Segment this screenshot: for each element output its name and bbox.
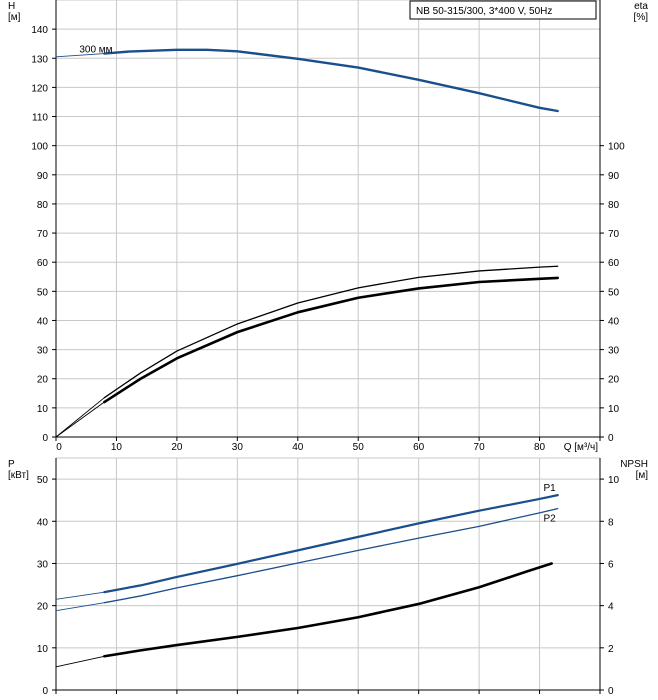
series-eta-thick [55,276,559,438]
y-right-tick-label: 2 [608,644,614,655]
y-right-tick-label: 100 [608,142,625,153]
y-left-axis-title: [м] [8,12,21,23]
y-right-axis-title: [%] [634,12,649,23]
y-left-tick-label: 120 [31,83,48,94]
series-P1: P1 [55,483,559,600]
y-right-tick-label: 40 [608,316,620,327]
y-right-tick-label: 4 [608,602,614,613]
y-left-tick-label: 20 [37,375,49,386]
series-eta-thin [55,265,559,438]
x-tick-label: 50 [353,442,365,453]
y-right-axis-title: eta [634,1,648,12]
series-head [55,48,559,113]
y-left-tick-label: 10 [37,644,49,655]
y-left-tick-label: 100 [31,142,48,153]
y-left-tick-label: 20 [37,602,49,613]
x-axis-label: Q [м³/ч] [564,442,599,453]
y-right-tick-label: 60 [608,258,620,269]
y-left-tick-label: 90 [37,171,49,182]
y-right-tick-label: 10 [608,475,620,486]
series-head-line [103,48,559,113]
y-left-tick-label: 40 [37,316,49,327]
series-eta-thick-line [103,276,559,404]
y-right-tick-label: 50 [608,287,620,298]
y-left-tick-label: 0 [42,686,48,697]
series-P1-extension [55,591,105,600]
series-label-P1: P1 [543,483,556,494]
y-right-tick-label: 80 [608,200,620,211]
y-right-tick-label: 6 [608,559,614,570]
y-right-tick-label: 30 [608,346,620,357]
head-efficiency-panel: 0102030405060708090100110120130140010203… [8,0,648,453]
series-P1-line [103,494,559,594]
x-tick-label: 0 [56,442,62,453]
series-head-extension [55,53,105,58]
chart-title: NB 50-315/300, 3*400 V, 50Hz [416,6,552,17]
x-tick-label: 30 [232,442,244,453]
y-left-axis-title: [кВт] [8,470,29,481]
y-left-axis-title: P [8,459,15,470]
y-left-tick-label: 110 [32,113,48,124]
chart-title-box: NB 50-315/300, 3*400 V, 50Hz [409,0,597,20]
y-left-tick-label: 30 [37,346,49,357]
series-eta-thin-line [103,265,559,399]
y-left-tick-label: 40 [37,517,49,528]
x-tick-label: 40 [292,442,304,453]
series-P2-extension [55,602,105,612]
y-left-tick-label: 50 [37,475,49,486]
y-left-tick-label: 80 [37,200,49,211]
y-right-tick-label: 8 [608,517,614,528]
x-tick-label: 70 [474,442,486,453]
x-tick-label: 60 [413,442,425,453]
series-eta-thick-extension [55,401,105,438]
y-right-tick-label: 0 [608,686,614,697]
grid [55,0,601,438]
y-left-tick-label: 60 [37,258,49,269]
y-right-tick-label: 90 [608,171,620,182]
y-right-axis-title: NPSH [620,459,648,470]
y-left-tick-label: 30 [37,559,49,570]
series-npsh-line [103,562,553,658]
x-tick-label: 10 [111,442,123,453]
series-eta-thin-extension [55,397,105,438]
series-label-P2: P2 [543,514,556,525]
series-npsh [55,562,553,668]
y-right-axis-title: [м] [636,470,649,481]
y-right-tick-label: 0 [608,433,614,444]
series-npsh-extension [55,655,105,668]
y-left-tick-label: 140 [31,25,48,36]
y-left-tick-label: 70 [37,229,49,240]
y-left-tick-label: 50 [37,287,49,298]
y-left-tick-label: 10 [37,404,49,415]
y-right-tick-label: 20 [608,375,620,386]
y-left-tick-label: 130 [31,54,48,65]
x-tick-label: 20 [171,442,183,453]
x-tick-label: 80 [534,442,546,453]
impeller-diameter-label: 300 мм [79,45,112,56]
y-left-tick-label: 0 [42,433,48,444]
y-right-tick-label: 70 [608,229,620,240]
series-P2-line [103,507,559,604]
y-right-tick-label: 10 [608,404,620,415]
series-P2: P2 [55,507,559,612]
y-left-axis-title: H [8,1,15,12]
power-npsh-panel: 0 10 20 30 40 50 0 2 4 6 8 10 P[кВт] NPSH[м] P1 P2 [8,457,649,697]
